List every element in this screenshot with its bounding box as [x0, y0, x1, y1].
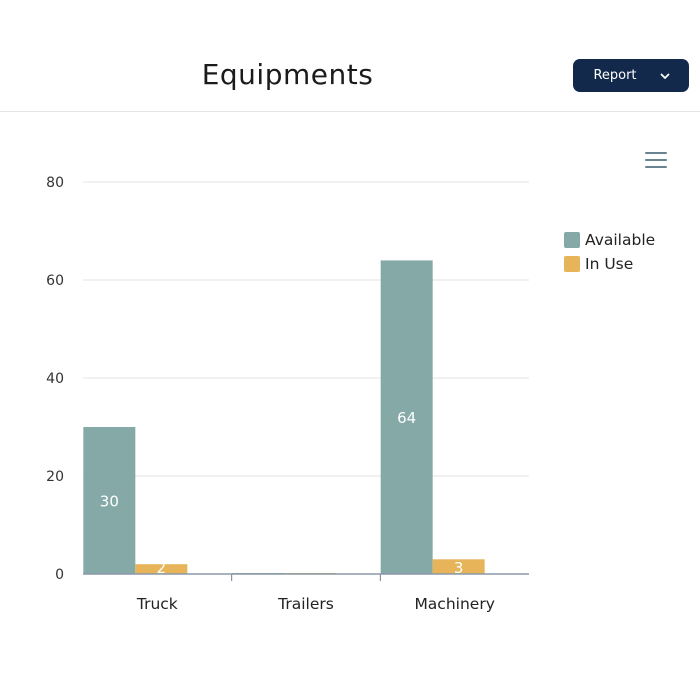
bar-chart: 0 20 40 60 80 30 2 Truck Trailers 64 3 Machinery	[46, 175, 529, 613]
legend-label-available: Available	[585, 231, 656, 249]
bar-in-use-truck[interactable]	[135, 564, 188, 574]
header: Equipments Report	[0, 0, 700, 112]
bar-available-truck[interactable]	[83, 427, 136, 574]
data-label: 2	[157, 559, 167, 577]
legend-swatch-in-use	[564, 256, 580, 272]
x-tick-label: Trailers	[277, 595, 334, 613]
y-tick-label: 0	[55, 567, 64, 583]
y-tick-label: 40	[46, 371, 64, 387]
report-button[interactable]: Report	[573, 59, 689, 92]
hamburger-menu-icon[interactable]	[645, 152, 667, 168]
x-tick-label: Machinery	[414, 595, 494, 613]
y-tick-label: 60	[46, 273, 64, 289]
y-tick-label: 80	[46, 175, 64, 191]
legend-swatch-available	[564, 232, 580, 248]
x-tick-label: Truck	[136, 595, 178, 613]
page-title: Equipments	[201, 58, 374, 91]
data-label: 3	[454, 559, 464, 577]
legend-item-in-use[interactable]: In Use	[564, 252, 655, 276]
legend-item-available[interactable]: Available	[564, 228, 655, 252]
bar-in-use-machinery[interactable]	[432, 559, 485, 574]
bar-available-machinery[interactable]	[380, 260, 433, 574]
data-label: 64	[397, 409, 416, 427]
chart-legend: Available In Use	[564, 228, 655, 276]
data-label: 30	[100, 493, 119, 511]
legend-label-in-use: In Use	[585, 255, 634, 273]
y-tick-label: 20	[46, 469, 64, 485]
chevron-down-icon	[660, 73, 669, 79]
report-button-label: Report	[593, 68, 637, 83]
